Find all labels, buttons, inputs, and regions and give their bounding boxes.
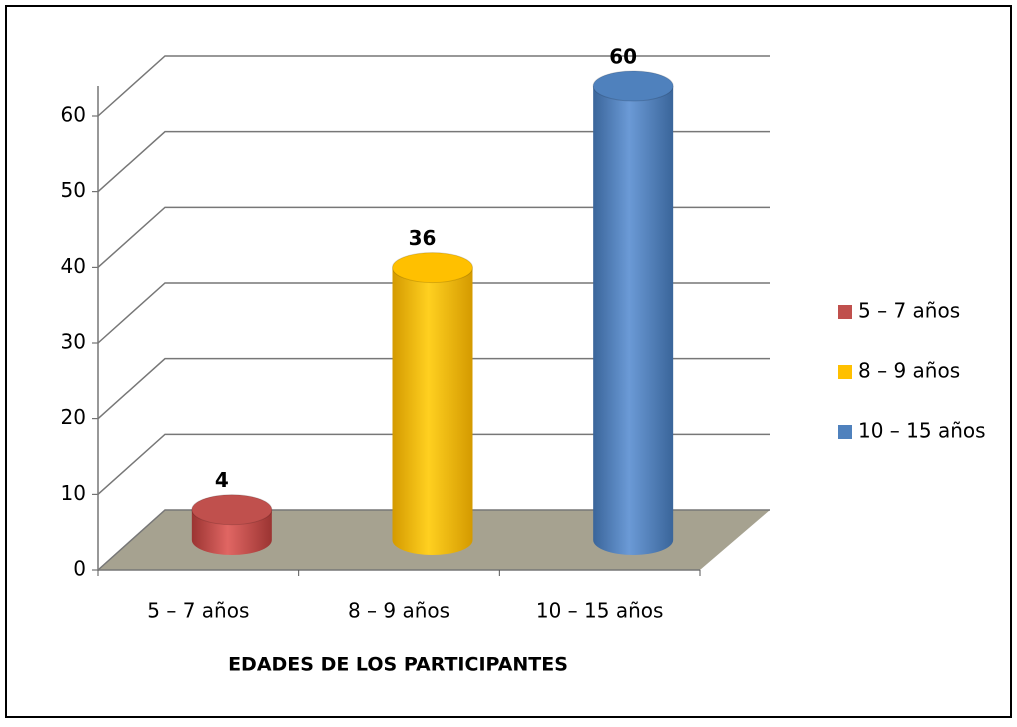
y-tick-label: 30 — [61, 330, 86, 354]
y-tick-label: 60 — [61, 103, 86, 127]
legend-label: 5 – 7 años — [858, 299, 960, 323]
y-tick-label: 20 — [61, 405, 86, 429]
legend-swatch — [838, 425, 852, 439]
grid-line — [97, 509, 770, 571]
x-tick-label: 8 – 9 años — [348, 599, 450, 623]
bar-top — [392, 252, 473, 284]
value-label: 60 — [609, 45, 637, 69]
grid-line — [97, 433, 770, 495]
legend-swatch — [838, 305, 852, 319]
bar-top — [191, 494, 273, 526]
x-tick-label: 10 – 15 años — [536, 599, 664, 623]
grid-line — [97, 206, 770, 268]
value-label: 4 — [215, 468, 229, 492]
legend-label: 10 – 15 años — [858, 419, 986, 443]
bar-top — [592, 70, 674, 102]
grid-line — [97, 130, 770, 193]
grid-line — [97, 357, 770, 420]
x-tick-label: 5 – 7 años — [147, 599, 249, 623]
grid-line — [97, 55, 770, 117]
legend-swatch — [838, 365, 852, 379]
x-axis-title: EDADES DE LOS PARTICIPANTES — [228, 654, 568, 676]
grid-line — [97, 282, 770, 344]
y-tick-label: 10 — [61, 481, 86, 505]
bar — [593, 86, 674, 555]
y-tick-label: 40 — [61, 254, 86, 278]
y-tick-label: 50 — [61, 178, 86, 202]
y-tick-label: 0 — [73, 557, 86, 581]
bar — [392, 267, 473, 555]
value-label: 36 — [409, 226, 437, 250]
frame — [5, 5, 1012, 718]
legend-label: 8 – 9 años — [858, 359, 960, 383]
